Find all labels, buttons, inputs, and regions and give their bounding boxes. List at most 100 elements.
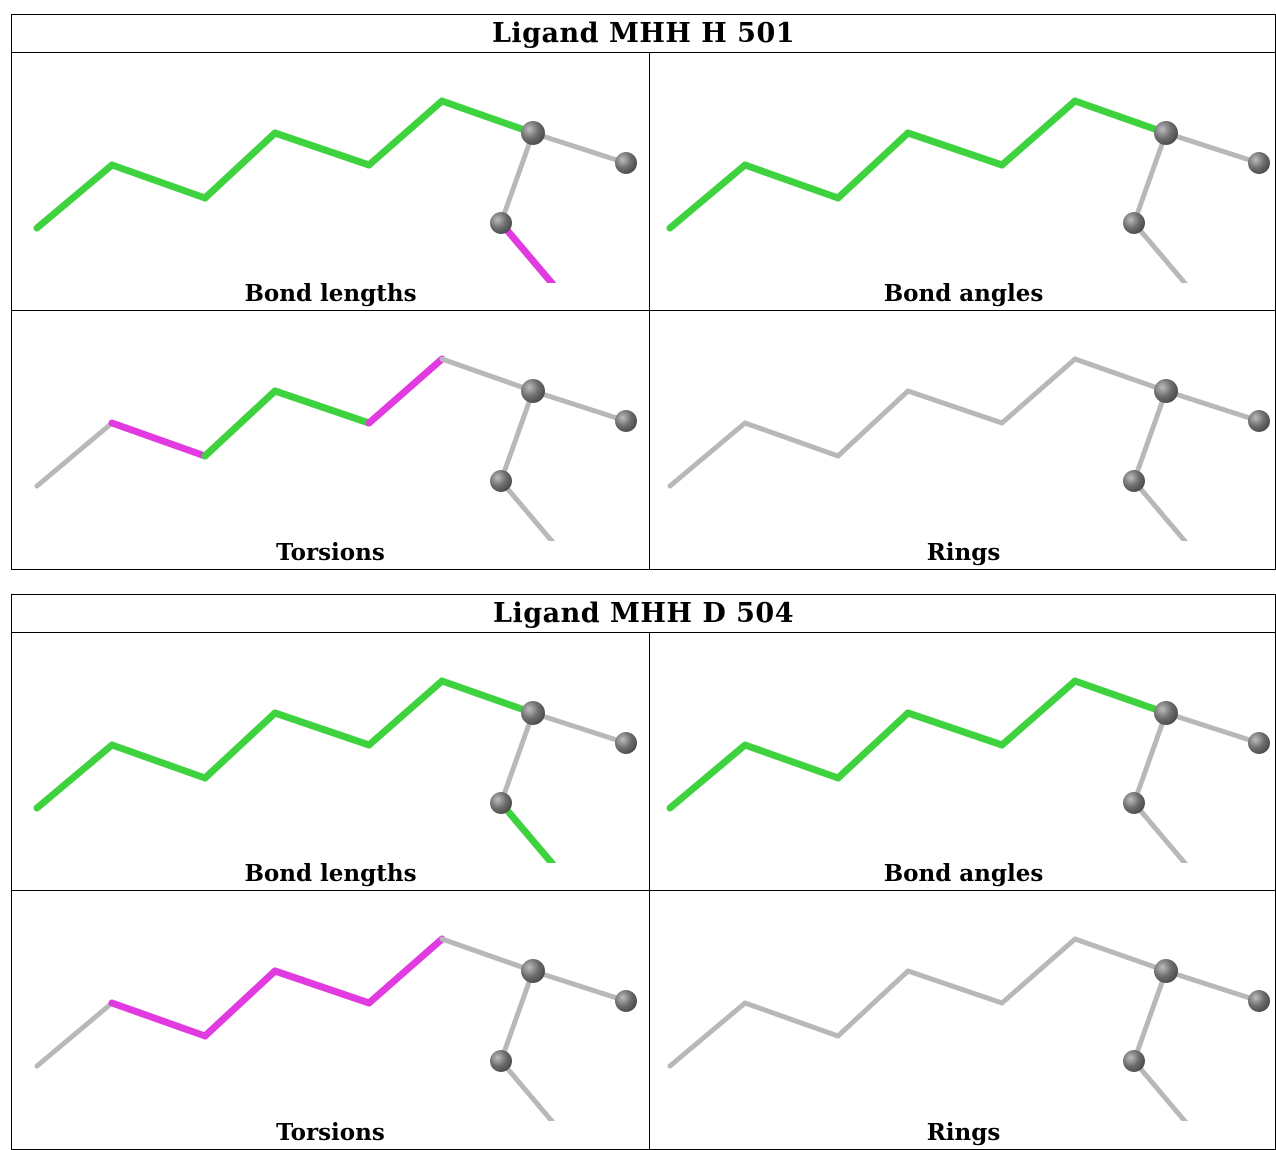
chain-bond [439,356,536,394]
ester-bond [1131,800,1189,863]
chain-bond [108,161,209,202]
panel-caption: Torsions [276,1119,385,1146]
chain-bond [905,388,1005,426]
oxygen-atom [1123,792,1145,814]
chain-bond [438,97,537,137]
chain-bond [365,355,446,427]
molecule-view [667,936,1270,1121]
carbonyl-bond [1131,968,1169,1064]
chain-bond [834,129,912,202]
chain-bond [742,420,841,459]
chain-bond [666,741,749,812]
methyl-bond [530,710,629,746]
carbonyl-bond [498,388,536,484]
ester-bond [497,799,557,863]
chain-bond [835,388,911,459]
chain-bond [438,677,537,717]
chain-bond [34,420,115,489]
panel-torsions: Torsions [12,891,650,1149]
methyl-atom [615,152,637,174]
molecule-view [33,677,637,863]
chain-bond [108,419,209,460]
oxygen-atom [1123,1050,1145,1072]
carbonyl-bond [1131,710,1169,806]
chain-bond [1071,677,1170,717]
methyl-bond [1163,710,1262,746]
chain-bond [365,677,446,749]
panel-caption: Bond angles [883,860,1044,887]
chain-bond [904,129,1006,169]
methyl-bond [1163,968,1262,1004]
chain-bond [271,709,373,749]
chain-bond [666,161,749,232]
carbonyl-bond [1131,130,1169,226]
panel-rings: Rings [650,891,1276,1149]
chain-bond [108,741,209,782]
ligand-table-1: Ligand MHH H 501 Bond lengths Bond angle… [11,14,1276,570]
carbonyl-bond [498,130,536,226]
carbonyl-bond [1131,388,1169,484]
chain-bond [34,1000,115,1069]
chain-bond [33,161,116,232]
chain-bond [667,1000,748,1069]
oxygen-atom [1123,212,1145,234]
molecule-view [34,935,637,1121]
panel-bond-lengths: Bond lengths [12,633,650,891]
methyl-atom [1248,990,1270,1012]
panel-grid: Bond lengths Bond angles Torsions Rings [12,53,1276,569]
chain-bond [365,935,446,1007]
oxygen-atom [490,1050,512,1072]
panel-rings: Rings [650,311,1276,569]
chain-bond [1072,936,1169,974]
methyl-atom [1248,410,1270,432]
carbon-atom [1154,959,1178,983]
chain-bond [439,936,536,974]
molecule-view [34,355,637,541]
carbon-atom [1154,701,1178,725]
chain-bond [1072,356,1169,394]
panel-caption: Rings [926,1119,1001,1146]
chain-bond [365,97,446,169]
panel-caption: Torsions [276,539,385,566]
ester-bond [1131,1058,1189,1121]
methyl-atom [615,410,637,432]
molecule-view [667,356,1270,541]
panel-torsions: Torsions [12,311,650,569]
carbon-atom [1154,379,1178,403]
oxygen-atom [490,470,512,492]
ester-bond [1131,220,1189,283]
oxygen-atom [1123,470,1145,492]
panel-bond-angles: Bond angles [650,633,1276,891]
panel-caption: Bond lengths [244,860,417,887]
chain-bond [834,709,912,782]
chain-bond [999,356,1078,426]
methyl-atom [1248,732,1270,754]
ester-bond [498,478,556,541]
molecule-view [33,97,637,283]
methyl-bond [1163,130,1262,166]
ligand-title: Ligand MHH D 504 [12,595,1275,633]
chain-bond [108,999,209,1040]
chain-bond [835,968,911,1039]
chain-bond [201,967,279,1040]
ester-bond [498,1058,556,1121]
chain-bond [271,967,373,1007]
chain-bond [201,129,279,202]
panel-caption: Bond lengths [244,280,417,307]
panel-bond-lengths: Bond lengths [12,53,650,311]
oxygen-atom [490,212,512,234]
chain-bond [1071,97,1170,137]
ester-bond [1131,478,1189,541]
chain-bond [998,677,1079,749]
methyl-bond [530,130,629,166]
carbon-atom [521,701,545,725]
carbon-atom [1154,121,1178,145]
chain-bond [904,709,1006,749]
methyl-bond [1163,388,1262,424]
methyl-bond [530,388,629,424]
chain-bond [742,1000,841,1039]
chain-bond [201,709,279,782]
chain-bond [33,741,116,812]
chain-bond [667,420,748,489]
chain-bond [741,161,842,202]
